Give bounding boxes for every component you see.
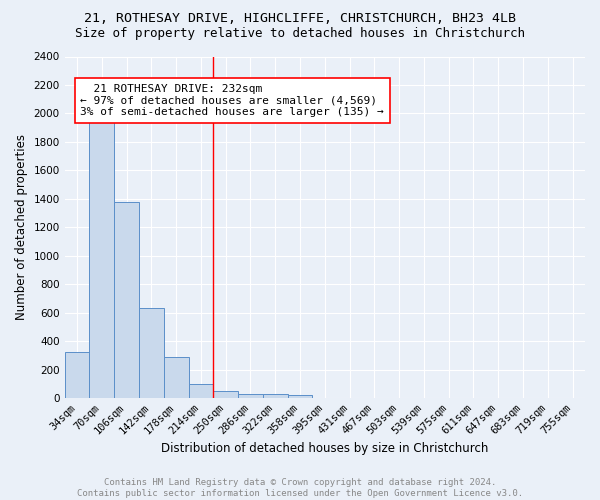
Text: Contains HM Land Registry data © Crown copyright and database right 2024.
Contai: Contains HM Land Registry data © Crown c… bbox=[77, 478, 523, 498]
Bar bbox=[238, 394, 263, 398]
Bar bbox=[287, 395, 313, 398]
Bar bbox=[89, 120, 114, 398]
Bar bbox=[139, 308, 164, 398]
X-axis label: Distribution of detached houses by size in Christchurch: Distribution of detached houses by size … bbox=[161, 442, 488, 455]
Bar bbox=[114, 202, 139, 398]
Text: 21 ROTHESAY DRIVE: 232sqm
← 97% of detached houses are smaller (4,569)
3% of sem: 21 ROTHESAY DRIVE: 232sqm ← 97% of detac… bbox=[80, 84, 384, 117]
Bar bbox=[188, 384, 214, 398]
Text: Size of property relative to detached houses in Christchurch: Size of property relative to detached ho… bbox=[75, 28, 525, 40]
Bar bbox=[214, 391, 238, 398]
Y-axis label: Number of detached properties: Number of detached properties bbox=[15, 134, 28, 320]
Text: 21, ROTHESAY DRIVE, HIGHCLIFFE, CHRISTCHURCH, BH23 4LB: 21, ROTHESAY DRIVE, HIGHCLIFFE, CHRISTCH… bbox=[84, 12, 516, 26]
Bar bbox=[65, 352, 89, 398]
Bar bbox=[164, 358, 188, 398]
Bar bbox=[263, 394, 287, 398]
